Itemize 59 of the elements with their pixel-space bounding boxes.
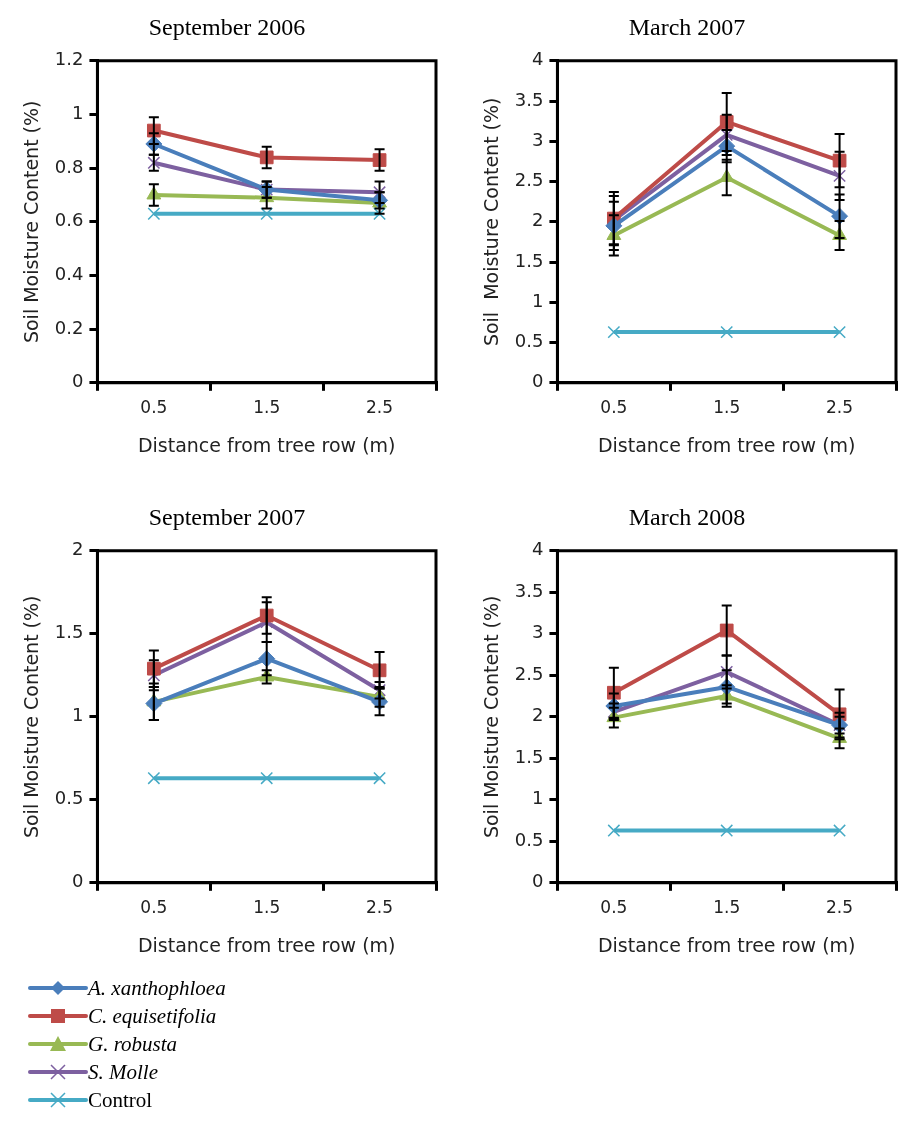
chart-title: March 2008 — [628, 503, 746, 530]
y-tick-label: 3 — [531, 621, 544, 643]
x-tick-label: 1.5 — [253, 897, 281, 918]
x-tick-label: 0.5 — [600, 897, 628, 918]
x-tick-label: 1.5 — [253, 397, 281, 418]
y-tick-label: 1 — [71, 102, 84, 124]
y-axis-title: Soil Moisture Content (%) — [20, 595, 43, 839]
y-tick-label: 3.5 — [514, 579, 544, 601]
x-axis-title: Distance from tree row (m) — [137, 933, 396, 956]
chart-title: March 2007 — [628, 13, 746, 40]
x-tick-label: 0.5 — [600, 397, 628, 418]
x-tick-label: 2.5 — [366, 897, 394, 918]
y-tick-label: 3 — [531, 128, 544, 150]
chart-title: September 2007 — [148, 503, 306, 530]
y-tick-label: 0.4 — [54, 263, 84, 285]
x-tick-label: 0.5 — [140, 397, 168, 418]
y-tick-label: 0.6 — [54, 209, 84, 231]
y-tick-label: 2.5 — [514, 662, 544, 684]
legend-label: C. equisetifolia — [88, 1003, 217, 1030]
y-tick-label: 0 — [71, 870, 84, 892]
x-axis-title: Distance from tree row (m) — [137, 433, 396, 456]
y-tick-label: 1 — [531, 289, 544, 311]
x-tick-label: 2.5 — [826, 897, 854, 918]
y-tick-label: 2 — [531, 704, 544, 726]
y-tick-label: 1 — [531, 787, 544, 809]
y-tick-label: 0 — [531, 870, 544, 892]
y-tick-label: 1.2 — [54, 48, 84, 70]
x-tick-label: 2.5 — [826, 397, 854, 418]
y-tick-label: 4 — [531, 48, 544, 70]
y-tick-label: 1.5 — [54, 621, 84, 643]
x-tick-label: 1.5 — [713, 897, 741, 918]
legend-label: G. robusta — [88, 1031, 178, 1058]
y-tick-label: 2 — [71, 538, 84, 560]
y-tick-label: 0.8 — [54, 155, 84, 177]
y-tick-label: 2.5 — [514, 169, 544, 191]
y-tick-label: 0.2 — [54, 316, 84, 338]
x-axis-title: Distance from tree row (m) — [597, 433, 856, 456]
x-tick-label: 0.5 — [140, 897, 168, 918]
chart-title: September 2006 — [148, 13, 306, 40]
y-tick-label: 1.5 — [514, 745, 544, 767]
x-axis-title: Distance from tree row (m) — [597, 933, 856, 956]
y-tick-label: 1 — [71, 704, 84, 726]
y-axis-title: Soil Moisture Content (%) — [480, 97, 503, 347]
y-tick-label: 1.5 — [514, 249, 544, 271]
y-tick-label: 0.5 — [514, 330, 544, 352]
x-tick-label: 2.5 — [366, 397, 394, 418]
y-tick-label: 0.5 — [514, 828, 544, 850]
x-tick-label: 1.5 — [713, 397, 741, 418]
y-tick-label: 4 — [531, 538, 544, 560]
legend-label: A. xanthophloea — [88, 975, 226, 1002]
y-axis-title: Soil Moisture Content (%) — [20, 100, 43, 344]
y-axis-title: Soil Moisture Content (%) — [480, 595, 503, 839]
legend-label: Control — [88, 1087, 153, 1114]
y-tick-label: 3.5 — [514, 88, 544, 110]
y-tick-label: 0.5 — [54, 787, 84, 809]
y-tick-label: 0 — [531, 370, 544, 392]
y-tick-label: 2 — [531, 209, 544, 231]
y-tick-label: 0 — [71, 370, 84, 392]
legend-label: S. Molle — [88, 1059, 158, 1086]
